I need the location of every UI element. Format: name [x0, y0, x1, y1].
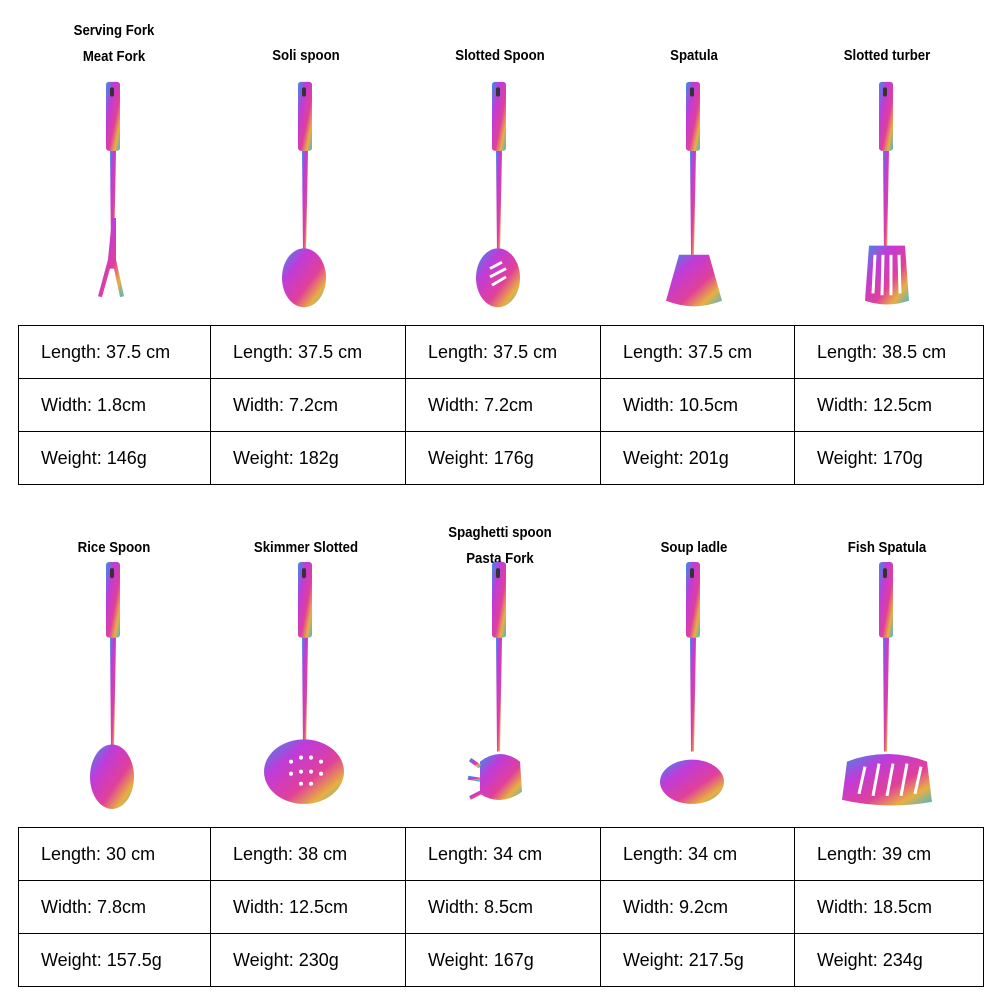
- weight-cell: Weight: 182g: [210, 431, 406, 485]
- product-title: Skimmer Slotted: [222, 535, 389, 561]
- weight-cell: Weight: 157.5g: [18, 933, 211, 987]
- width-cell: Width: 18.5cm: [794, 880, 984, 934]
- product-title-line: Serving Fork: [73, 22, 154, 39]
- product-title-line: Meat Fork: [82, 48, 145, 65]
- width-cell: Width: 10.5cm: [600, 378, 795, 432]
- product-title-line: Soup ladle: [660, 539, 727, 556]
- spoon-icon: [246, 80, 366, 310]
- slotted-spoon-icon: [440, 80, 560, 310]
- pasta-fork-icon: [440, 560, 560, 812]
- fish-spatula-icon: [827, 560, 947, 812]
- weight-cell: Weight: 146g: [18, 431, 211, 485]
- product-title: Spatula: [610, 43, 777, 69]
- length-cell: Length: 37.5 cm: [600, 325, 795, 379]
- width-cell: Width: 7.8cm: [18, 880, 211, 934]
- weight-cell: Weight: 234g: [794, 933, 984, 987]
- product-title-line: Spatula: [669, 47, 718, 64]
- length-cell: Length: 37.5 cm: [18, 325, 211, 379]
- product-title-line: Soli spoon: [272, 47, 340, 64]
- product-title-line: Rice Spoon: [77, 539, 150, 556]
- spec-row-width: Width: 7.8cm Width: 12.5cm Width: 8.5cm Wid…: [18, 880, 984, 934]
- fork-icon: [54, 80, 174, 310]
- product-title-line: Slotted turber: [843, 47, 930, 64]
- product-title: Fish Spatula: [803, 535, 970, 561]
- product-title-line: Pasta Fork: [466, 550, 534, 567]
- length-cell: Length: 34 cm: [600, 827, 795, 881]
- product-title: Serving Fork Meat Fork: [30, 18, 197, 70]
- weight-cell: Weight: 170g: [794, 431, 984, 485]
- width-cell: Width: 1.8cm: [18, 378, 211, 432]
- product-title: Rice Spoon: [30, 535, 197, 561]
- weight-cell: Weight: 176g: [405, 431, 601, 485]
- spec-table: Length: 37.5 cm Length: 37.5 cm Length: 37…: [18, 325, 984, 485]
- spec-row-length: Length: 30 cm Length: 38 cm Length: 34 cm L…: [18, 827, 984, 881]
- spec-row-weight: Weight: 157.5g Weight: 230g Weight: 167g We…: [18, 933, 984, 987]
- length-cell: Length: 38.5 cm: [794, 325, 984, 379]
- width-cell: Width: 7.2cm: [405, 378, 601, 432]
- width-cell: Width: 12.5cm: [210, 880, 406, 934]
- slotted-turner-icon: [827, 80, 947, 310]
- weight-cell: Weight: 201g: [600, 431, 795, 485]
- product-title-line: Slotted Spoon: [455, 47, 545, 64]
- width-cell: Width: 12.5cm: [794, 378, 984, 432]
- ladle-icon: [634, 560, 754, 812]
- spec-table: Length: 30 cm Length: 38 cm Length: 34 cm L…: [18, 827, 984, 987]
- product-title: Soup ladle: [610, 535, 777, 561]
- product-title: Slotted turber: [803, 43, 970, 69]
- product-title: Slotted Spoon: [416, 43, 583, 69]
- product-title-line: Skimmer Slotted: [253, 539, 359, 556]
- spec-row-width: Width: 1.8cm Width: 7.2cm Width: 7.2cm Widt…: [18, 378, 984, 432]
- width-cell: Width: 9.2cm: [600, 880, 795, 934]
- product-title: Spaghetti spoon Pasta Fork: [416, 520, 583, 572]
- product-title-line: Spaghetti spoon: [448, 524, 552, 541]
- length-cell: Length: 39 cm: [794, 827, 984, 881]
- weight-cell: Weight: 167g: [405, 933, 601, 987]
- length-cell: Length: 37.5 cm: [210, 325, 406, 379]
- width-cell: Width: 7.2cm: [210, 378, 406, 432]
- rice-spoon-icon: [54, 560, 174, 812]
- length-cell: Length: 30 cm: [18, 827, 211, 881]
- spatula-icon: [634, 80, 754, 310]
- length-cell: Length: 38 cm: [210, 827, 406, 881]
- skimmer-icon: [246, 560, 366, 812]
- spec-row-length: Length: 37.5 cm Length: 37.5 cm Length: 37…: [18, 325, 984, 379]
- length-cell: Length: 37.5 cm: [405, 325, 601, 379]
- product-title: Soli spoon: [222, 43, 389, 69]
- width-cell: Width: 8.5cm: [405, 880, 601, 934]
- length-cell: Length: 34 cm: [405, 827, 601, 881]
- weight-cell: Weight: 217.5g: [600, 933, 795, 987]
- weight-cell: Weight: 230g: [210, 933, 406, 987]
- spec-row-weight: Weight: 146g Weight: 182g Weight: 176g Weig…: [18, 431, 984, 485]
- product-title-line: Fish Spatula: [847, 539, 926, 556]
